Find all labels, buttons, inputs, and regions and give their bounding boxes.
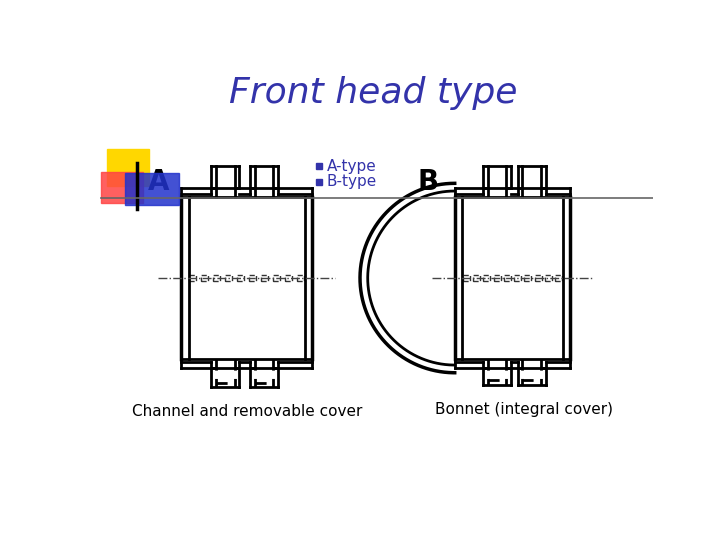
Text: Bonnet (integral cover): Bonnet (integral cover) — [435, 402, 613, 417]
Bar — [285, 275, 292, 281]
Text: B-type: B-type — [327, 174, 377, 189]
Bar — [273, 275, 280, 281]
Bar — [250, 275, 256, 281]
Bar — [483, 275, 490, 281]
Bar — [524, 275, 531, 281]
Bar — [226, 275, 232, 281]
Bar — [473, 275, 480, 281]
Bar — [189, 275, 197, 281]
Bar — [504, 275, 511, 281]
Bar — [545, 275, 552, 281]
Bar — [125, 173, 179, 205]
Bar — [494, 275, 501, 281]
Bar — [555, 275, 562, 281]
Bar — [534, 275, 542, 281]
Text: Front head type: Front head type — [229, 76, 518, 110]
Bar — [213, 275, 221, 281]
Bar — [316, 163, 323, 169]
Bar — [107, 149, 149, 186]
Bar — [202, 275, 208, 281]
Bar — [514, 275, 521, 281]
Bar — [261, 275, 268, 281]
Bar — [237, 275, 245, 281]
Bar — [463, 275, 470, 281]
Text: B: B — [417, 168, 438, 196]
Bar — [316, 179, 323, 185]
Bar — [297, 275, 304, 281]
Text: A: A — [148, 168, 169, 196]
Text: Channel and removable cover: Channel and removable cover — [132, 405, 362, 419]
Bar — [100, 172, 143, 203]
Text: A-type: A-type — [327, 159, 376, 174]
